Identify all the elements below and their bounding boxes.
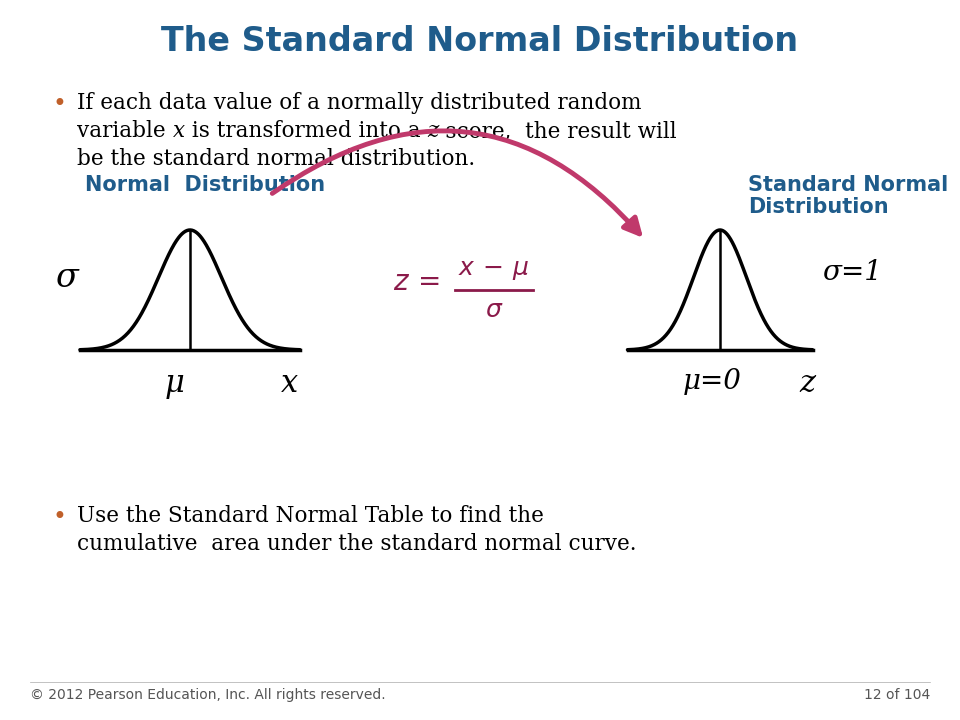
- Text: is transformed into a: is transformed into a: [184, 120, 427, 142]
- Text: μ=0: μ=0: [683, 368, 741, 395]
- Text: z: z: [800, 368, 816, 399]
- Text: be the standard normal distribution.: be the standard normal distribution.: [77, 148, 475, 170]
- Text: •: •: [52, 92, 66, 116]
- Text: Use the Standard Normal Table to find the: Use the Standard Normal Table to find th…: [77, 505, 544, 527]
- Text: z: z: [427, 120, 439, 142]
- Text: Normal  Distribution: Normal Distribution: [85, 175, 325, 195]
- Text: $z\, =$: $z\, =$: [393, 268, 440, 296]
- Text: Standard Normal: Standard Normal: [748, 175, 948, 195]
- Text: σ=1: σ=1: [823, 258, 882, 286]
- Text: If each data value of a normally distributed random: If each data value of a normally distrib…: [77, 92, 641, 114]
- FancyArrowPatch shape: [273, 131, 639, 234]
- Text: Distribution: Distribution: [748, 197, 889, 217]
- Text: $\sigma$: $\sigma$: [485, 298, 503, 322]
- Text: cumulative  area under the standard normal curve.: cumulative area under the standard norma…: [77, 533, 636, 555]
- Text: μ: μ: [165, 368, 185, 399]
- Text: x: x: [281, 368, 299, 399]
- Text: variable: variable: [77, 120, 173, 142]
- Text: σ: σ: [55, 262, 78, 294]
- Text: 12 of 104: 12 of 104: [864, 688, 930, 702]
- Text: -score,  the result will: -score, the result will: [439, 120, 677, 142]
- Text: © 2012 Pearson Education, Inc. All rights reserved.: © 2012 Pearson Education, Inc. All right…: [30, 688, 386, 702]
- Text: The Standard Normal Distribution: The Standard Normal Distribution: [161, 25, 799, 58]
- Text: $x\,-\,\mu$: $x\,-\,\mu$: [459, 258, 530, 282]
- Text: •: •: [52, 505, 66, 529]
- Text: x: x: [173, 120, 184, 142]
